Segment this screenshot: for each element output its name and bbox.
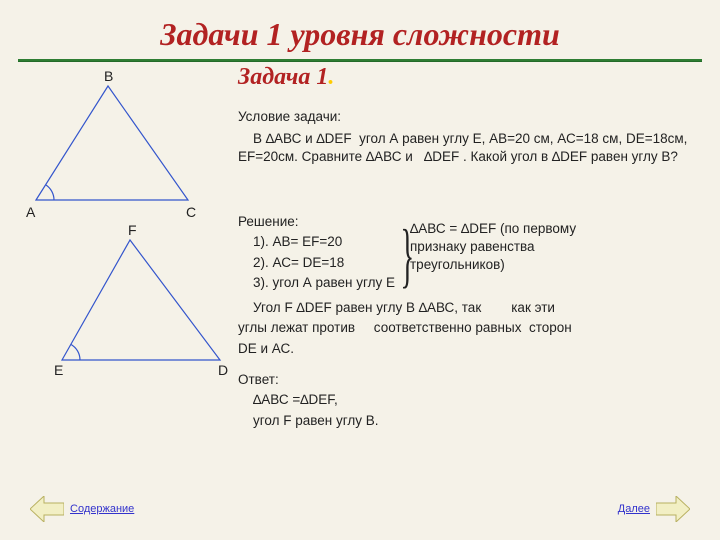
subtitle: Задача 1. [238,64,720,91]
arrow-right-icon [656,496,690,522]
next-button[interactable]: Далее [618,496,690,522]
subtitle-dot: . [328,64,334,90]
back-label: Содержание [70,503,134,515]
problem-block: Условие задачи: В ∆АВС и ∆DEF угол А рав… [238,108,698,171]
label-f: F [128,222,137,238]
triangle-def [0,0,260,400]
problem-heading: Условие задачи: [238,108,698,126]
solution-line2: 2). АС= DE=18 [238,253,395,273]
solution-line1: 1). АВ= EF=20 [238,232,395,252]
problem-body: В ∆АВС и ∆DEF угол А равен углу Е, АВ=20… [238,130,698,166]
conclusion-text: ∆АВС = ∆DEF (по первому признаку равенст… [410,220,580,275]
label-e: E [54,362,63,378]
angle-explain: Угол F ∆DEF равен углу В ∆АВС, так как э… [238,298,578,359]
solution-block: Решение: 1). АВ= EF=20 2). АС= DE=18 3).… [238,212,395,293]
next-label: Далее [618,503,650,515]
solution-heading: Решение: [238,212,395,232]
answer-line2: угол F равен углу В. [238,411,378,431]
solution-line3: 3). угол А равен углу Е [238,273,395,293]
arrow-left-icon [30,496,64,522]
back-button[interactable]: Содержание [30,496,134,522]
label-d: D [218,362,228,378]
